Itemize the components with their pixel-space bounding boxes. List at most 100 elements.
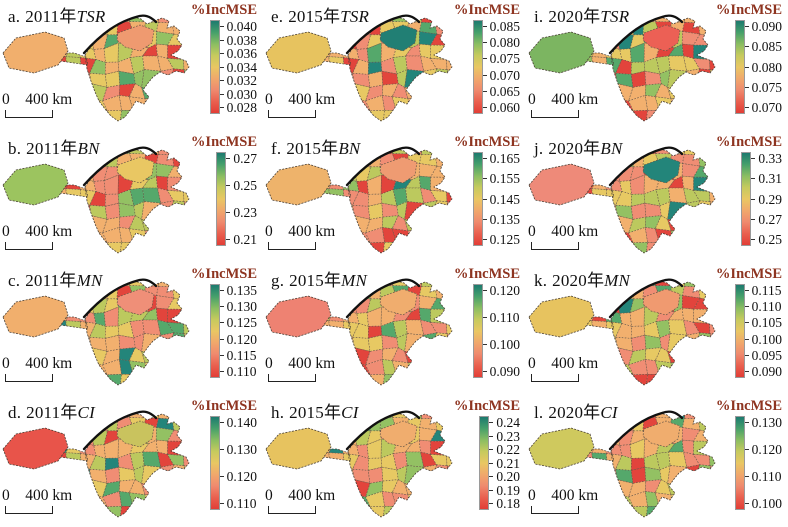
district-cell — [631, 149, 645, 155]
panel-letter: h. — [271, 403, 285, 422]
district-cell — [632, 241, 648, 253]
district-cell — [180, 508, 189, 517]
district-cell — [420, 123, 433, 131]
district-cell — [605, 30, 621, 50]
district-cell — [317, 259, 333, 263]
district-cell — [604, 227, 623, 245]
district-cell — [382, 109, 397, 121]
basin-map — [528, 410, 716, 518]
colorbar-title: %IncMSE — [190, 134, 257, 150]
district-cell — [634, 252, 649, 253]
district-cell — [706, 508, 715, 517]
river-line — [82, 410, 158, 451]
district-cell — [183, 518, 192, 527]
district-cell — [329, 70, 346, 89]
map-panel: c. 2011年MN %IncMSE 0.135 0.130 0.125 0.120 0.… — [0, 264, 263, 396]
colorbar-title: %IncMSE — [190, 266, 257, 282]
colorbar-gradient — [472, 152, 483, 246]
district-cell — [66, 334, 83, 353]
district-cell — [379, 153, 397, 168]
colorbar-title: %IncMSE — [715, 266, 782, 282]
district-cell — [680, 493, 701, 510]
district-cell — [631, 281, 645, 287]
scale-bar-label: 0 400 km — [265, 355, 336, 372]
district-cell — [157, 519, 170, 527]
district-cell — [593, 426, 608, 446]
colorbar-title: %IncMSE — [715, 2, 782, 18]
district-cell — [158, 17, 173, 24]
district-cell — [93, 48, 106, 63]
tick-label: 0.120 — [226, 469, 257, 484]
district-cell — [383, 256, 393, 263]
district-cell — [81, 17, 94, 36]
district-cell — [616, 120, 636, 121]
west-lobe-region — [528, 163, 595, 206]
district-cell — [67, 426, 82, 446]
district-cell — [593, 413, 609, 431]
district-cell — [365, 359, 385, 376]
district-cell — [145, 375, 160, 385]
tick-label: 0.23 — [233, 205, 257, 220]
tick-label: 0.085 — [751, 39, 782, 55]
panel-variable: CI — [600, 403, 618, 422]
district-cell — [60, 70, 69, 89]
colorbar-tick: 0.100 — [744, 497, 782, 510]
tick-label: 0.155 — [489, 171, 520, 187]
colorbar-title: %IncMSE — [453, 2, 520, 18]
district-cell — [391, 506, 411, 517]
district-cell — [66, 466, 83, 485]
district-cell — [593, 294, 608, 314]
scale-bar-label: 0 400 km — [265, 223, 336, 240]
panel-title: g. 2015年MN — [271, 266, 367, 291]
district-cell — [684, 149, 699, 156]
tick-label: 0.115 — [226, 347, 257, 363]
tick-mark-icon — [482, 290, 487, 291]
district-cell — [632, 373, 648, 385]
district-cell — [604, 359, 623, 377]
tick-label: 0.034 — [226, 59, 257, 75]
district-cell — [60, 413, 69, 431]
district-cell — [391, 96, 410, 113]
district-cell — [129, 122, 147, 131]
map-panel: f. 2015年BN %IncMSE 0.165 0.155 0.145 0.135 0.… — [263, 132, 526, 264]
district-cell — [591, 56, 609, 72]
district-cell — [143, 518, 159, 527]
district-cell — [429, 322, 448, 335]
district-cell — [133, 69, 145, 88]
colorbar-body: 0.130 0.120 0.110 0.100 — [706, 416, 782, 510]
tick-label: 0.090 — [489, 364, 520, 379]
colorbar-tick: 0.130 — [219, 443, 257, 456]
colorbar-tick: 0.21 — [226, 233, 257, 246]
basin-outline — [347, 412, 453, 518]
district-cell — [158, 371, 175, 385]
district-cell — [54, 391, 70, 395]
district-cell — [141, 465, 162, 485]
district-cell — [692, 322, 711, 335]
scale-bar: 0 400 km — [265, 487, 335, 514]
district-cell — [65, 309, 81, 322]
district-cell — [692, 454, 711, 467]
panel-letter: k. — [534, 271, 548, 290]
panel-title: d. 2011年CI — [8, 398, 95, 423]
district-cell — [328, 188, 346, 204]
colorbar-legend: %IncMSE 0.24 0.23 0.22 0.21 0.20 0.19 0.18 — [444, 398, 520, 510]
tick-mark-icon — [482, 90, 487, 92]
district-cell — [180, 376, 189, 385]
tick-mark-icon — [219, 476, 224, 477]
north-prefecture-region — [379, 24, 418, 52]
district-cell — [593, 281, 609, 299]
map-panel: a. 2011年TSR %IncMSE 0.040 0.038 0.036 0.034 0… — [0, 0, 263, 132]
district-cell — [81, 281, 94, 300]
district-cell — [634, 516, 649, 517]
district-cell — [404, 201, 425, 221]
colorbar-legend: %IncMSE 0.120 0.110 0.100 0.090 — [444, 266, 520, 378]
district-cell — [340, 241, 360, 253]
district-cell — [405, 307, 421, 321]
north-prefecture-region — [379, 288, 418, 316]
tick-label: 0.110 — [489, 310, 520, 325]
district-cell — [339, 149, 357, 155]
district-cell — [643, 321, 661, 339]
district-cell — [342, 479, 355, 496]
district-cell — [396, 201, 408, 220]
tick-mark-icon — [489, 476, 494, 477]
